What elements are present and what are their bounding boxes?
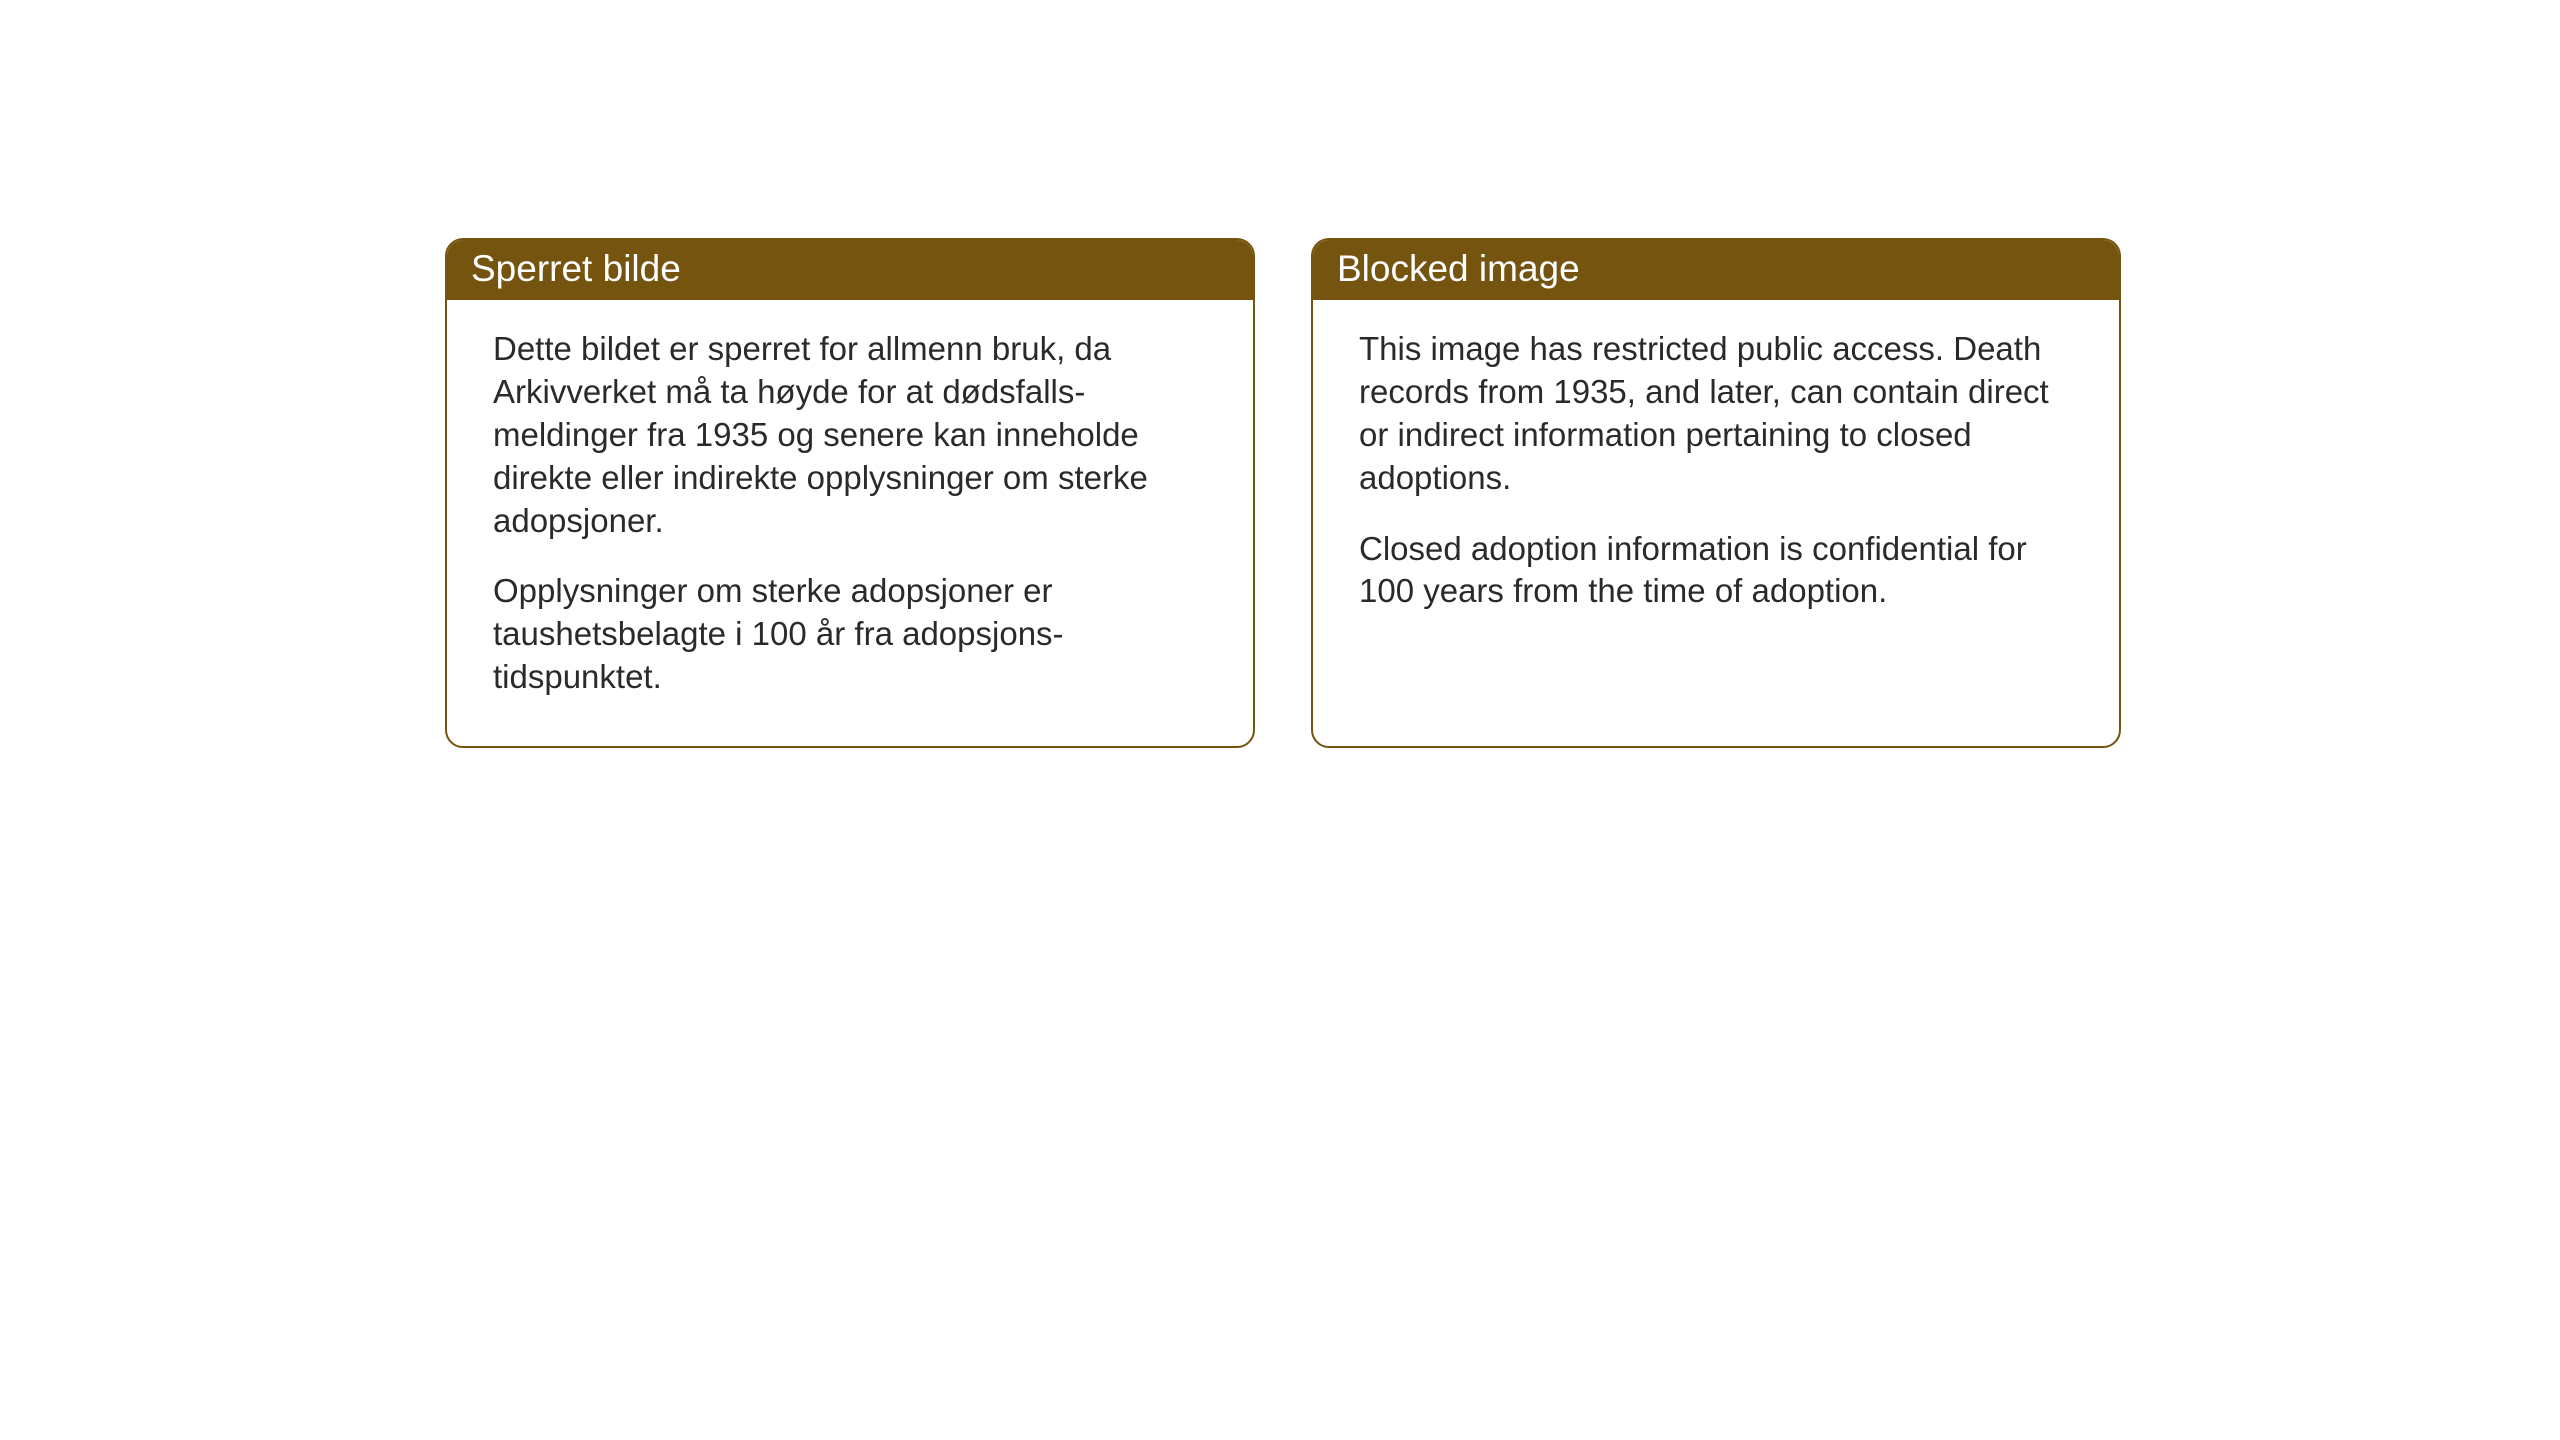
- card-paragraph-1-english: This image has restricted public access.…: [1359, 328, 2077, 500]
- card-body-english: This image has restricted public access.…: [1313, 300, 2119, 645]
- card-header-english: Blocked image: [1313, 240, 2119, 300]
- card-title-english: Blocked image: [1337, 248, 1580, 289]
- card-body-norwegian: Dette bildet er sperret for allmenn bruk…: [447, 300, 1253, 731]
- card-paragraph-2-norwegian: Opplysninger om sterke adopsjoner er tau…: [493, 570, 1211, 699]
- card-paragraph-1-norwegian: Dette bildet er sperret for allmenn bruk…: [493, 328, 1211, 542]
- card-header-norwegian: Sperret bilde: [447, 240, 1253, 300]
- notice-card-english: Blocked image This image has restricted …: [1311, 238, 2121, 748]
- card-paragraph-2-english: Closed adoption information is confident…: [1359, 528, 2077, 614]
- notice-card-norwegian: Sperret bilde Dette bildet er sperret fo…: [445, 238, 1255, 748]
- notice-container: Sperret bilde Dette bildet er sperret fo…: [445, 238, 2121, 748]
- card-title-norwegian: Sperret bilde: [471, 248, 681, 289]
